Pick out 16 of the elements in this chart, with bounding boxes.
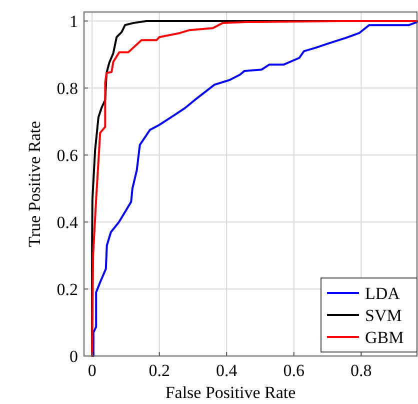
y-tick-label: 0	[70, 346, 78, 366]
x-tick-label: 0.2	[148, 361, 170, 380]
y-tick-label: 0.4	[56, 212, 78, 232]
legend-label: SVM	[365, 306, 402, 325]
y-axis-title: True Positive Rate	[25, 121, 44, 247]
y-tick-label: 0.6	[56, 146, 78, 165]
x-axis-title: False Positive Rate	[165, 383, 296, 402]
x-tick-label: 0.8	[350, 361, 372, 380]
x-tick-label: 0.4	[216, 361, 238, 380]
y-tick-label: 0.2	[56, 280, 78, 299]
legend-label: GBM	[365, 328, 404, 347]
legend-label: LDA	[365, 284, 401, 303]
x-tick-label: 0	[88, 361, 96, 380]
x-tick-label: 0.6	[283, 361, 305, 380]
y-tick-label: 0.8	[56, 78, 78, 98]
y-tick-label: 1	[70, 12, 78, 31]
